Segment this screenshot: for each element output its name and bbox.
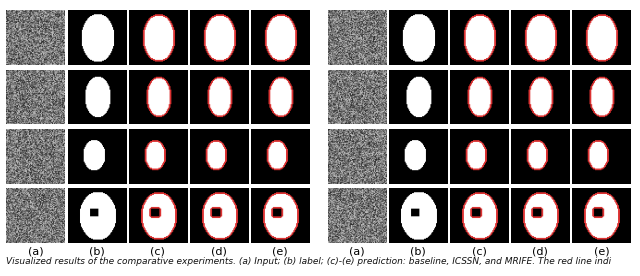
Text: (c): (c): [472, 246, 486, 256]
Text: (b): (b): [410, 246, 426, 256]
Text: (d): (d): [532, 246, 548, 256]
Text: (a): (a): [349, 246, 365, 256]
Text: (e): (e): [594, 246, 609, 256]
Text: (e): (e): [272, 246, 288, 256]
Text: (c): (c): [150, 246, 165, 256]
Text: (b): (b): [89, 246, 104, 256]
Text: (d): (d): [211, 246, 227, 256]
Text: Visualized results of the comparative experiments. (a) Input; (b) label; (c)-(e): Visualized results of the comparative ex…: [6, 257, 612, 266]
Text: (a): (a): [28, 246, 44, 256]
